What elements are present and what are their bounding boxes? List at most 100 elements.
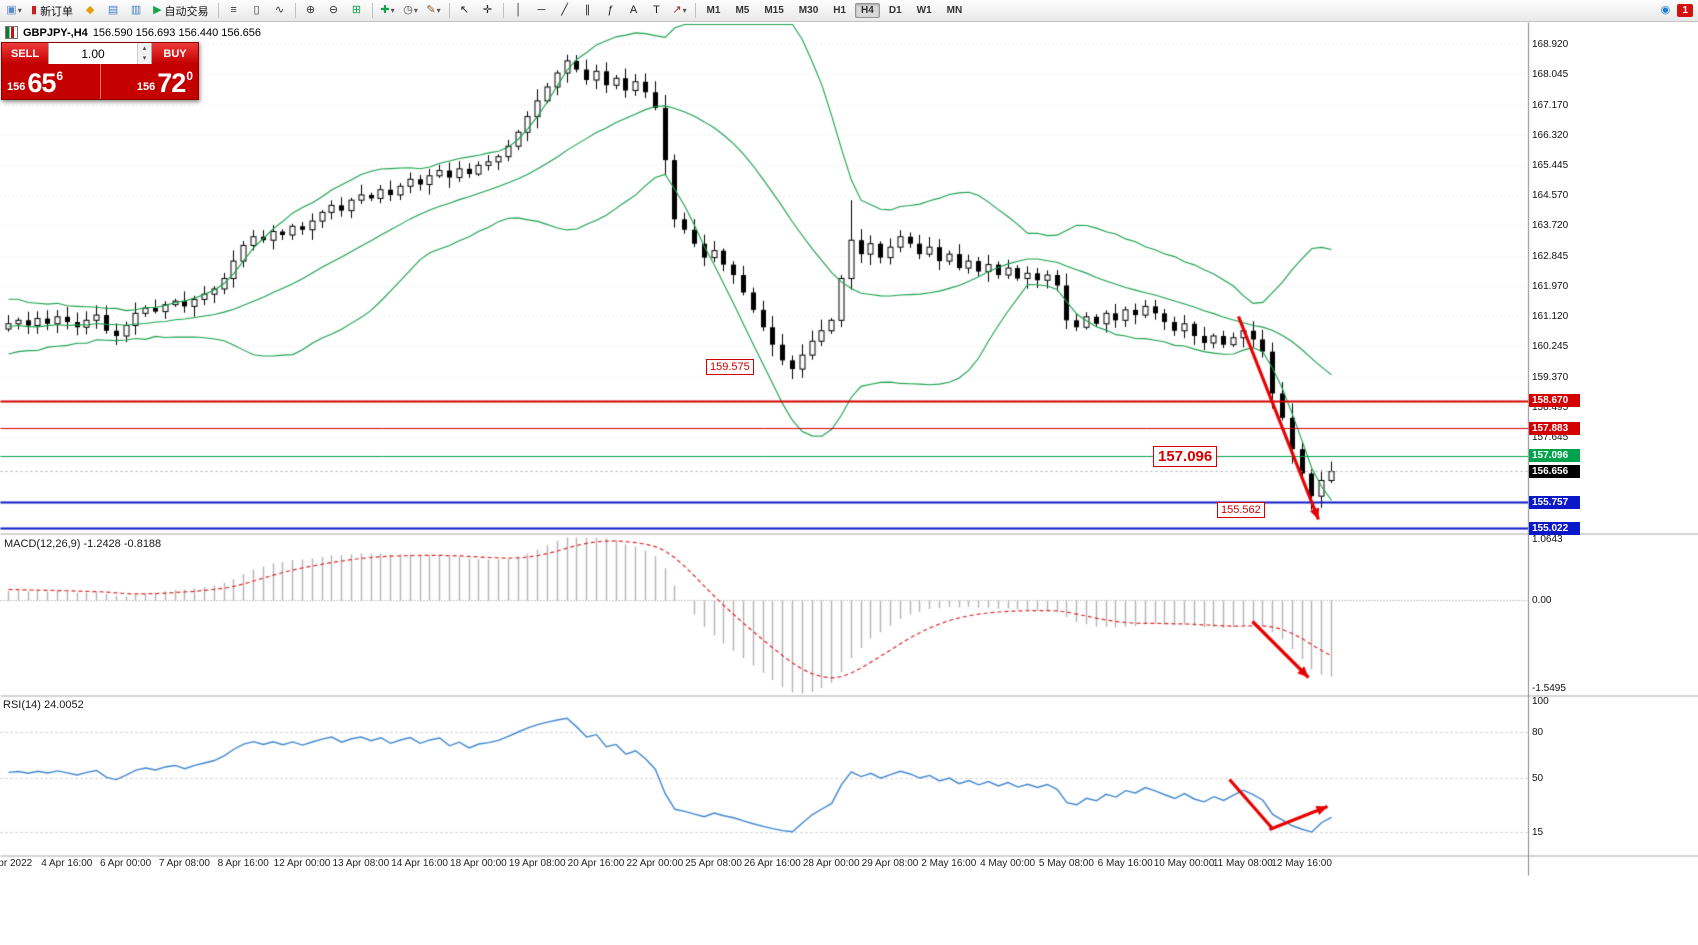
rsi-axis-label: 15 xyxy=(1532,826,1544,838)
price-axis-label: 165.445 xyxy=(1532,160,1569,172)
time-axis-label: 6 Apr 00:00 xyxy=(100,858,152,869)
channel-icon[interactable]: ∥ xyxy=(577,1,599,20)
sell-button[interactable]: SELL xyxy=(2,43,48,64)
timeframe-m30[interactable]: M30 xyxy=(798,5,819,16)
community-icon[interactable]: ◉ xyxy=(1654,1,1676,20)
channel-icon-glyph: ∥ xyxy=(584,4,591,16)
metaeditor-icon-glyph: ◆ xyxy=(85,4,95,16)
price-axis-label: 168.045 xyxy=(1532,69,1569,81)
timeframe-m15[interactable]: M15 xyxy=(764,5,784,16)
candlestick-chart-icon[interactable]: ▯ xyxy=(246,1,268,20)
price-callout: 159.575 xyxy=(706,359,754,375)
autotrading-button[interactable]: ▶ 自动交易 xyxy=(148,1,213,20)
rsi-value: 24.0052 xyxy=(43,699,84,711)
cursor-icon[interactable]: ↖ xyxy=(454,1,476,20)
macd-main-value: -1.2428 xyxy=(83,538,121,550)
lot-decrease-button[interactable]: ▾ xyxy=(138,53,151,64)
new-chart-icon[interactable]: ▣ ▾ xyxy=(3,1,25,20)
rsi-axis-label: 50 xyxy=(1532,773,1544,784)
lot-size-field: ▴ ▾ xyxy=(48,43,152,64)
time-axis-label: 12 May 16:00 xyxy=(1271,858,1332,869)
text-label-icon-glyph: T xyxy=(653,4,660,16)
timeframe-h1[interactable]: H1 xyxy=(833,5,847,16)
new-chart-icon-caret[interactable]: ▾ xyxy=(17,6,22,15)
timeframe-m1[interactable]: M1 xyxy=(706,5,721,16)
line-chart-icon[interactable]: ∿ xyxy=(269,1,291,20)
hline-price-box: 155.022 xyxy=(1529,521,1580,535)
templates-icon-glyph: ✎ xyxy=(426,4,436,16)
new-order-button-glyph: ▮ xyxy=(31,4,38,16)
hline-price-box: 158.670 xyxy=(1529,394,1580,408)
templates-icon-caret[interactable]: ▾ xyxy=(436,6,441,15)
periods-icon-glyph: ◷ xyxy=(403,4,413,16)
periods-icon[interactable]: ◷ ▾ xyxy=(400,1,422,20)
rsi-title: RSI(14) xyxy=(3,699,41,711)
current-price-box: 156.656 xyxy=(1529,464,1580,478)
vertical-line-icon[interactable]: │ xyxy=(508,1,530,20)
templates-icon[interactable]: ✎ ▾ xyxy=(423,1,445,20)
toolbar-separator xyxy=(448,3,450,18)
new-order-button-label: 新订单 xyxy=(40,5,74,18)
price-axis-label: 158.495 xyxy=(1532,402,1569,414)
price-axis-label: 162.845 xyxy=(1532,250,1569,262)
bar-chart-icon[interactable]: ≡ xyxy=(223,1,245,20)
sell-price[interactable]: 156 65 6 xyxy=(2,64,100,99)
time-axis-label: 18 Apr 00:00 xyxy=(450,858,507,869)
symbol-title: GBPJPY-,H4 xyxy=(23,26,88,39)
text-icon[interactable]: A xyxy=(623,1,645,20)
time-axis-label: 7 Apr 08:00 xyxy=(158,858,210,869)
time-axis-label: 4 Apr 16:00 xyxy=(41,858,93,869)
horizontal-line-icon[interactable]: ─ xyxy=(531,1,553,20)
vertical-line-icon-glyph: │ xyxy=(515,4,522,16)
timeframe-d1[interactable]: D1 xyxy=(888,5,902,16)
crosshair-icon[interactable]: ✛ xyxy=(477,1,499,20)
data-window-icon[interactable]: ▥ xyxy=(125,1,147,20)
metaeditor-icon[interactable]: ◆ xyxy=(79,1,101,20)
new-order-button[interactable]: ▮ 新订单 xyxy=(26,1,78,20)
macd-axis-label: -1.5495 xyxy=(1532,683,1566,694)
macd-axis-label: 0.00 xyxy=(1532,595,1552,606)
price-axis-label: 161.120 xyxy=(1532,310,1569,322)
new-chart-icon-glyph: ▣ xyxy=(6,4,17,16)
symbol-info: GBPJPY-,H4 156.590 156.693 156.440 156.6… xyxy=(5,26,261,39)
crosshair-icon-glyph: ✛ xyxy=(482,4,493,16)
trendline-icon[interactable]: ╱ xyxy=(554,1,576,20)
arrows-tool-icon[interactable]: ↗ ▾ xyxy=(669,1,691,20)
price-callout: 155.562 xyxy=(1217,502,1265,518)
indicators-icon-caret[interactable]: ▾ xyxy=(390,6,395,15)
timeframe-w1[interactable]: W1 xyxy=(916,5,932,16)
hline-price-box: 157.883 xyxy=(1529,421,1580,435)
lot-increase-button[interactable]: ▴ xyxy=(138,43,151,54)
time-axis-label: 11 May 08:00 xyxy=(1212,858,1273,869)
time-axis-label: 28 Apr 00:00 xyxy=(802,858,860,869)
lot-spinner: ▴ ▾ xyxy=(137,43,151,64)
zoom-out-icon[interactable]: ⊖ xyxy=(323,1,345,20)
rsi-indicator-title: RSI(14) 24.0052 xyxy=(3,699,84,711)
indicators-icon[interactable]: ✚ ▾ xyxy=(377,1,399,20)
buy-price[interactable]: 156 72 0 xyxy=(99,64,199,99)
notification-badge[interactable]: 1 xyxy=(1677,4,1693,17)
time-axis-label: 2 May 16:00 xyxy=(921,858,977,869)
fibonacci-icon[interactable]: ƒ xyxy=(600,1,622,20)
time-axis-label: 6 May 16:00 xyxy=(1097,858,1153,869)
timeframe-m5[interactable]: M5 xyxy=(735,5,750,16)
zoom-in-icon[interactable]: ⊕ xyxy=(300,1,322,20)
buy-button[interactable]: BUY xyxy=(152,43,198,64)
timeframe-h4[interactable]: H4 xyxy=(855,3,880,18)
tile-windows-icon[interactable]: ⊞ xyxy=(346,1,368,20)
community-icon-glyph: ◉ xyxy=(1660,4,1671,16)
time-axis-label: 5 May 08:00 xyxy=(1038,858,1094,869)
arrows-tool-icon-caret[interactable]: ▾ xyxy=(682,6,687,15)
rsi-axis-label: 80 xyxy=(1532,726,1544,738)
price-callout: 157.096 xyxy=(1153,446,1218,467)
timeframe-mn[interactable]: MN xyxy=(946,5,963,16)
market-watch-icon[interactable]: ▤ xyxy=(102,1,124,20)
lot-size-input[interactable] xyxy=(49,43,137,64)
toolbar-separator xyxy=(694,3,696,18)
text-label-icon[interactable]: T xyxy=(646,1,668,20)
periods-icon-caret[interactable]: ▾ xyxy=(413,6,418,15)
price-axis-label: 167.170 xyxy=(1532,99,1569,111)
candlestick-chart-icon-glyph: ▯ xyxy=(253,4,260,16)
text-icon-glyph: A xyxy=(629,4,638,16)
